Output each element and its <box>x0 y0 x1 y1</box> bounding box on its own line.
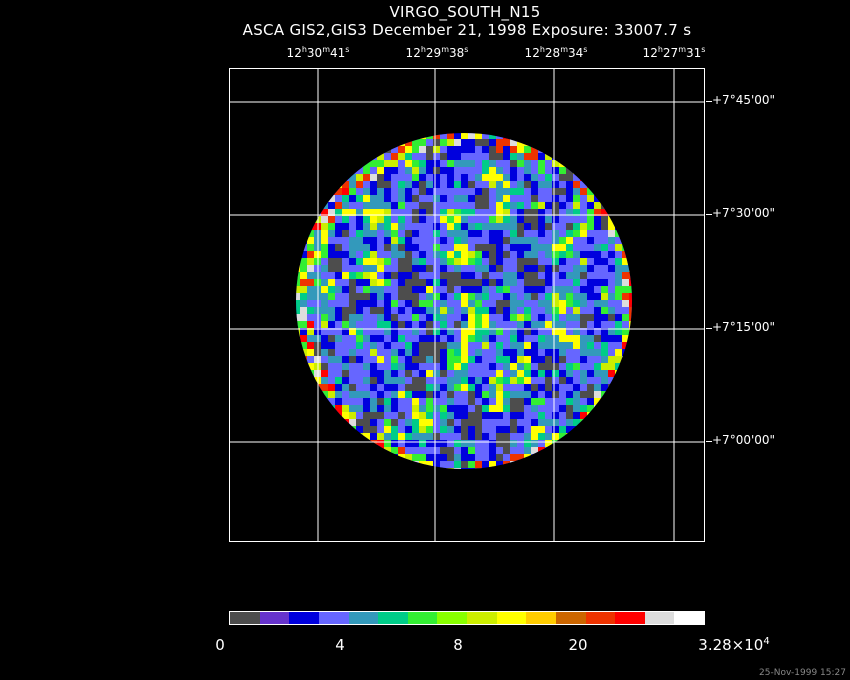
ra-tick-label: 12h29m38s <box>405 45 469 60</box>
colorbar-segment <box>526 612 556 624</box>
colorbar-label: 20 <box>568 636 588 654</box>
colorbar-segment <box>644 612 675 624</box>
color-bar <box>229 611 705 625</box>
ra-tick-label: 12h28m34s <box>524 45 588 60</box>
colorbar-segment <box>348 612 379 624</box>
dec-tick-mark <box>706 101 712 102</box>
colorbar-segment <box>674 612 704 624</box>
image-title: VIRGO_SOUTH_N15 <box>389 3 541 21</box>
dec-tick-label: +7°15'00" <box>712 320 776 334</box>
colorbar-segment <box>318 612 349 624</box>
dec-tick-mark <box>706 441 712 442</box>
colorbar-segment <box>407 612 438 624</box>
image-subtitle: ASCA GIS2,GIS3 December 21, 1998 Exposur… <box>242 21 692 39</box>
colorbar-label: 0 <box>215 636 225 654</box>
dec-tick-mark <box>706 328 712 329</box>
timestamp: 25-Nov-1999 15:27 <box>759 668 846 678</box>
colorbar-segment <box>259 612 290 624</box>
colorbar-segment <box>585 612 616 624</box>
dec-tick-label: +7°00'00" <box>712 433 776 447</box>
colorbar-segment <box>467 612 497 624</box>
colorbar-segment <box>378 612 408 624</box>
coordinate-grid <box>230 69 704 541</box>
colorbar-label: 4 <box>335 636 345 654</box>
xray-count-map <box>230 69 704 541</box>
colorbar-label: 8 <box>453 636 463 654</box>
colorbar-max-label: 3.28×104 <box>698 636 770 654</box>
dec-tick-label: +7°45'00" <box>712 93 776 107</box>
dec-tick-mark <box>706 214 712 215</box>
colorbar-segment <box>437 612 467 624</box>
dec-tick-label: +7°30'00" <box>712 206 776 220</box>
ra-tick-label: 12h27m31s <box>642 45 706 60</box>
colorbar-segment <box>496 612 527 624</box>
colorbar-segment <box>555 612 586 624</box>
image-frame <box>229 68 705 542</box>
colorbar-segment <box>289 612 319 624</box>
colorbar-segment <box>615 612 645 624</box>
ra-tick-label: 12h30m41s <box>286 45 350 60</box>
colorbar-segment <box>230 612 260 624</box>
